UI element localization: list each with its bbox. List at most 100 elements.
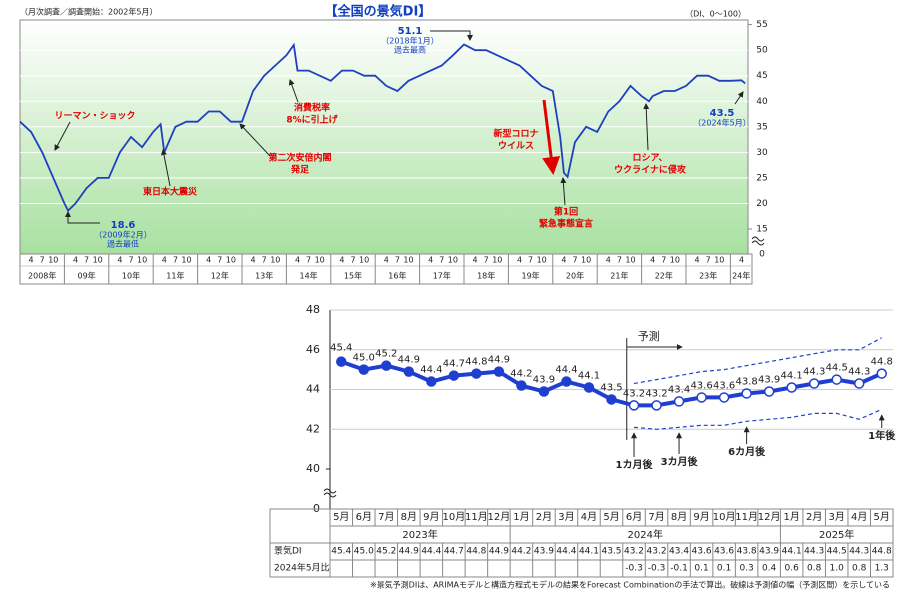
data-label: 43.6: [713, 380, 735, 391]
data-point: [718, 392, 730, 403]
month-label: 10: [359, 256, 369, 265]
table-di: 44.4: [421, 547, 441, 557]
data-point: [561, 376, 572, 387]
callout-value: 18.6: [111, 220, 136, 231]
x-tick-label: 5月: [333, 511, 349, 523]
year-label: 11年: [166, 271, 184, 281]
year-label: 2008年: [28, 271, 56, 281]
table-change: 0.8: [852, 564, 867, 574]
annotation: 6カ月後: [728, 445, 766, 458]
data-point: [606, 394, 617, 405]
y-tick-label: 45: [756, 71, 767, 81]
month-label: 10: [670, 256, 680, 265]
axis-break: [323, 488, 337, 498]
row-label: 2024年5月比: [274, 562, 330, 574]
data-label: 43.9: [758, 374, 780, 385]
year-label: 2025年: [819, 528, 854, 541]
month-label: 4: [384, 256, 389, 265]
table-di: 45.0: [354, 547, 374, 557]
footnote: ※景気予測DIは、ARIMAモデルと構造方程式モデルの結果をForecast C…: [370, 580, 890, 590]
month-label: 4: [117, 256, 122, 265]
callout-text: （2009年2月）: [94, 230, 151, 240]
y-tick-label: 40: [306, 462, 320, 475]
month-label: 4: [473, 256, 478, 265]
x-tick-label: 3月: [829, 511, 845, 523]
table-di: 44.9: [399, 547, 419, 557]
table-di: 43.5: [601, 547, 621, 557]
x-axis-table: [19, 253, 753, 285]
x-tick-label: 8月: [401, 511, 417, 523]
annotation-arrow: [542, 99, 561, 175]
x-tick-label: 12月: [488, 511, 511, 523]
callout-arrow: [65, 211, 100, 224]
y-tick-label: 46: [306, 343, 320, 356]
data-point: [448, 370, 460, 381]
month-label: 10: [492, 256, 502, 265]
x-tick-label: 1月: [513, 511, 529, 523]
annotation: ウイルス: [498, 141, 534, 152]
x-tick-label: 7月: [378, 511, 394, 523]
x-tick-label: 10月: [713, 511, 736, 523]
table-di: 43.9: [534, 547, 554, 557]
month-label: 7: [262, 256, 267, 265]
year-label: 17年: [433, 271, 451, 281]
month-label: 10: [625, 256, 635, 265]
annotation: 3カ月後: [661, 455, 699, 468]
month-label: 4: [206, 256, 211, 265]
year-label: 15年: [344, 271, 362, 281]
data-label: 43.6: [690, 380, 712, 391]
data-label: 44.9: [398, 355, 420, 366]
month-label: 4: [695, 256, 700, 265]
data-point: [381, 360, 392, 371]
month-label: 7: [40, 256, 45, 265]
x-tick-label: 4月: [851, 511, 867, 523]
table-change: 1.0: [830, 564, 845, 574]
table-di: 44.1: [579, 547, 599, 557]
data-point: [876, 368, 887, 379]
year-label: 12年: [211, 271, 229, 281]
y-tick-label: 0: [759, 250, 765, 260]
table-change: -0.1: [670, 564, 688, 574]
data-point: [516, 380, 527, 391]
data-point: [808, 378, 820, 389]
month-label: 7: [617, 256, 622, 265]
month-label: 10: [714, 256, 724, 265]
table-di: 44.3: [804, 547, 824, 557]
month-label: 4: [561, 256, 566, 265]
x-tick-label: 5月: [874, 511, 890, 523]
month-label: 10: [137, 256, 147, 265]
data-point: [786, 382, 797, 393]
data-point: [853, 378, 865, 389]
month-label: 10: [226, 256, 236, 265]
table-change: 0.8: [807, 564, 822, 574]
table-di: 44.4: [556, 547, 576, 557]
forecast-label: 予測: [638, 329, 660, 343]
month-label: 4: [162, 256, 167, 265]
month-label: 7: [217, 256, 222, 265]
month-label: 7: [84, 256, 89, 265]
data-point: [831, 374, 842, 385]
data-label: 45.0: [353, 353, 375, 364]
table-di: 43.6: [692, 547, 712, 557]
month-label: 4: [428, 256, 433, 265]
y-tick-label: 15: [756, 225, 767, 235]
year-label: 16年: [388, 271, 406, 281]
annotation: 消費税率: [294, 102, 330, 114]
month-label: 7: [395, 256, 400, 265]
month-label: 7: [528, 256, 533, 265]
table-di: 43.6: [714, 547, 734, 557]
table-di: 43.9: [759, 547, 779, 557]
y-tick-label: 50: [756, 46, 768, 56]
table-change: 0.4: [762, 564, 777, 574]
month-label: 4: [73, 256, 78, 265]
callout-text: 過去最高: [394, 45, 426, 55]
x-tick-label: 12月: [758, 511, 781, 523]
y-tick-label: 55: [756, 20, 767, 30]
table-di: 44.8: [466, 547, 486, 557]
month-label: 7: [306, 256, 311, 265]
data-label: 44.9: [488, 355, 510, 366]
data-point: [763, 386, 775, 397]
data-label: 44.5: [826, 363, 848, 374]
month-label: 7: [661, 256, 666, 265]
